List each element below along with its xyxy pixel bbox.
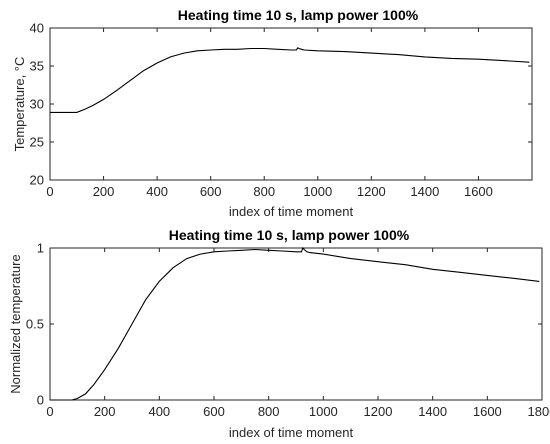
chart-top-xtick-label: 600 — [200, 184, 222, 199]
chart-top-ytick-label: 25 — [30, 135, 44, 150]
chart-bottom-title: Heating time 10 s, lamp power 100% — [169, 227, 410, 243]
chart-top-ticks: 0 200 400 600 800 1000 1200 1400 1600 20 25 30 35 40 — [30, 21, 532, 199]
chart-bottom-xtick-label: 1600 — [473, 404, 502, 419]
chart-bottom-plot-area — [49, 247, 543, 401]
chart-top-ytick-label: 35 — [30, 59, 44, 74]
chart-top-ytick-label: 30 — [30, 97, 44, 112]
chart-bottom-xtick-label: 400 — [148, 404, 170, 419]
chart-bottom: Heating time 10 s, lamp power 100% 0 200 4… — [8, 227, 550, 440]
chart-bottom-ylabel: Normalized temperature — [8, 254, 23, 393]
chart-top-series-line — [50, 47, 530, 113]
chart-top-plot-area — [49, 27, 533, 181]
chart-top-xtick-label: 1400 — [410, 184, 439, 199]
chart-bottom-ytick-label: 1 — [37, 241, 44, 256]
chart-bottom-xtick-label: 0 — [46, 404, 53, 419]
chart-bottom-xtick-label: 200 — [94, 404, 116, 419]
chart-bottom-series-line — [50, 246, 540, 401]
chart-top-xtick-label: 200 — [93, 184, 115, 199]
chart-top: Heating time 10 s, lamp power 100% 0 200 4… — [12, 7, 533, 219]
chart-top-ytick-label: 40 — [30, 21, 44, 36]
chart-top-xtick-label: 1600 — [464, 184, 493, 199]
chart-top-title: Heating time 10 s, lamp power 100% — [178, 7, 419, 23]
chart-bottom-xtick-label: 1400 — [418, 404, 447, 419]
chart-top-ytick-label: 20 — [30, 173, 44, 188]
chart-top-ylabel: Temperature, °C — [12, 57, 27, 152]
chart-bottom-xtick-label: 800 — [258, 404, 280, 419]
chart-bottom-xtick-label: 600 — [203, 404, 225, 419]
chart-top-xtick-label: 800 — [253, 184, 275, 199]
chart-bottom-xlabel: index of time moment — [229, 425, 354, 440]
chart-top-xtick-label: 400 — [146, 184, 168, 199]
chart-bottom-xtick-label: 1000 — [309, 404, 338, 419]
chart-bottom-ytick-label: 0 — [37, 393, 44, 408]
chart-bottom-ytick-label: 0.5 — [26, 317, 44, 332]
chart-top-xtick-label: 1000 — [303, 184, 332, 199]
chart-top-xlabel: index of time moment — [229, 204, 354, 219]
chart-top-xtick-label: 0 — [46, 184, 53, 199]
chart-bottom-xtick-label: 1200 — [364, 404, 393, 419]
chart-top-xtick-label: 1200 — [357, 184, 386, 199]
